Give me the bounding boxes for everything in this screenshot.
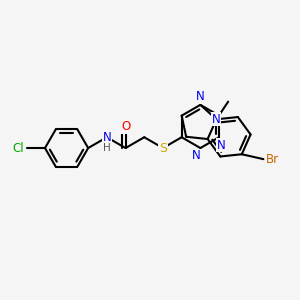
Text: O: O [121,120,130,133]
Text: N: N [103,131,111,144]
Text: N: N [192,149,201,162]
Text: N: N [196,91,205,103]
Text: H: H [103,143,111,153]
Text: Br: Br [266,153,280,166]
Text: S: S [159,142,167,154]
Text: N: N [212,113,221,126]
Text: Cl: Cl [13,142,24,154]
Text: N: N [217,139,225,152]
